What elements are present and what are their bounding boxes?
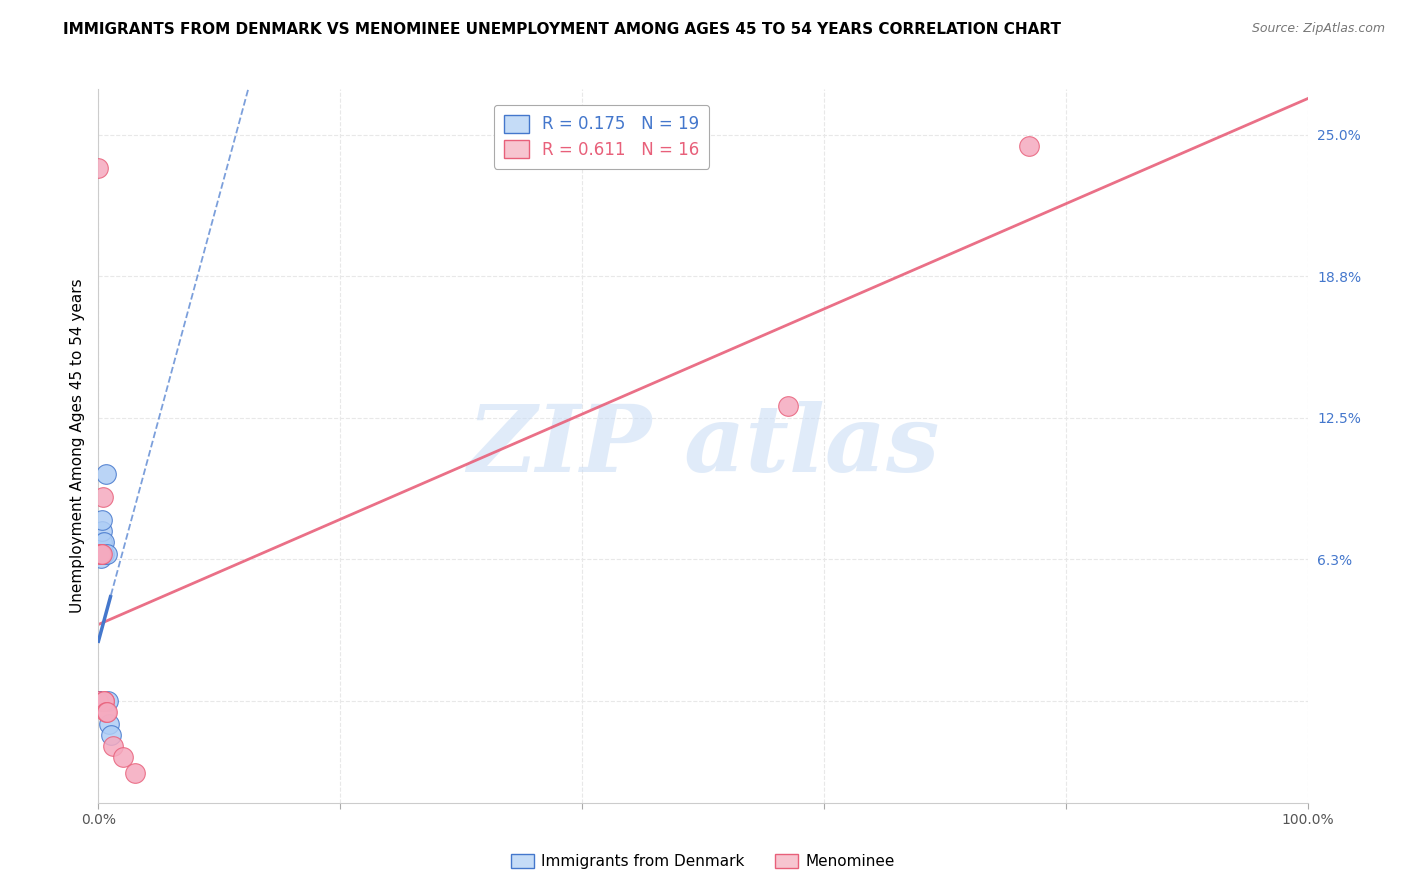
Point: [111, 750, 134, 764]
Point: [87, 161, 110, 176]
Point: [100, 728, 122, 742]
Point: [124, 766, 146, 780]
Point: [87, 694, 110, 708]
Point: [91, 524, 114, 538]
Point: [90, 551, 112, 566]
Point: [90, 547, 112, 561]
Point: [96, 547, 118, 561]
Legend: R = 0.175   N = 19, R = 0.611   N = 16: R = 0.175 N = 19, R = 0.611 N = 16: [494, 104, 709, 169]
Point: [87, 694, 110, 708]
Point: [91, 535, 114, 549]
Point: [87, 694, 110, 708]
Point: [96, 705, 118, 719]
Point: [1018, 138, 1040, 153]
Legend: Immigrants from Denmark, Menominee: Immigrants from Denmark, Menominee: [505, 848, 901, 875]
Point: [91, 513, 114, 527]
Point: [97, 694, 120, 708]
Point: [93, 694, 115, 708]
Point: [91, 490, 114, 504]
Text: ZIP atlas: ZIP atlas: [467, 401, 939, 491]
Point: [101, 739, 124, 754]
Point: [94, 705, 117, 719]
Y-axis label: Unemployment Among Ages 45 to 54 years: Unemployment Among Ages 45 to 54 years: [69, 278, 84, 614]
Point: [91, 547, 114, 561]
Point: [87, 694, 110, 708]
Text: Source: ZipAtlas.com: Source: ZipAtlas.com: [1251, 22, 1385, 36]
Point: [87, 694, 110, 708]
Point: [87, 694, 110, 708]
Point: [93, 694, 115, 708]
Point: [93, 535, 115, 549]
Point: [87, 694, 110, 708]
Text: IMMIGRANTS FROM DENMARK VS MENOMINEE UNEMPLOYMENT AMONG AGES 45 TO 54 YEARS CORR: IMMIGRANTS FROM DENMARK VS MENOMINEE UNE…: [63, 22, 1062, 37]
Point: [90, 547, 112, 561]
Point: [87, 694, 110, 708]
Point: [93, 547, 115, 561]
Point: [776, 400, 799, 414]
Point: [94, 467, 117, 482]
Point: [98, 716, 121, 731]
Point: [91, 547, 114, 561]
Point: [89, 547, 111, 561]
